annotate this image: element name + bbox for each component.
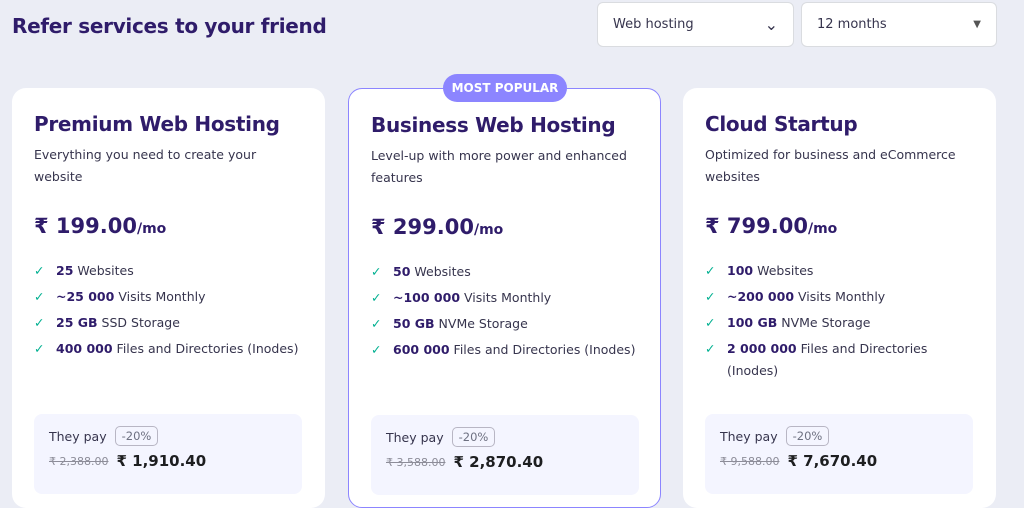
feature-value: 2 000 000 (727, 341, 797, 356)
feature-label: Visits Monthly (118, 289, 206, 304)
feature-value: 50 (393, 264, 411, 279)
feature-item: ✓ 2 000 000 Files and Directories (Inodes) (705, 338, 974, 382)
discount-badge: -20% (451, 427, 496, 447)
feature-item: ✓ 400 000 Files and Directories (Inodes) (34, 338, 303, 360)
feature-label: Visits Monthly (464, 290, 552, 305)
service-select[interactable]: Web hosting ⌄ (597, 2, 794, 47)
new-price: ₹ 2,870.40 (453, 453, 544, 471)
plan-price: ₹ 299.00/mo (371, 215, 638, 239)
page-title: Refer services to your friend (12, 14, 327, 38)
feature-item: ✓ 50 Websites (371, 261, 638, 283)
feature-list: ✓ 25 Websites ✓ ~25 000 Visits Monthly ✓ 25 GB S… (34, 260, 303, 360)
service-select-value: Web hosting (613, 17, 694, 32)
they-pay-box: They pay -20% ₹ 3,588.00 ₹ 2,870.40 (371, 415, 639, 495)
old-price: ₹ 3,588.00 (386, 455, 446, 469)
price-value: ₹ 199.00 (34, 214, 137, 238)
plan-name: Business Web Hosting (371, 113, 616, 137)
check-icon: ✓ (371, 342, 382, 357)
feature-item: ✓ 50 GB NVMe Storage (371, 313, 638, 335)
feature-label: Files and Directories (Inodes) (727, 341, 928, 378)
feature-label: Websites (757, 263, 814, 278)
feature-list: ✓ 50 Websites ✓ ~100 000 Visits Monthly ✓ 50 GB… (371, 261, 638, 361)
check-icon: ✓ (705, 289, 716, 304)
discount-badge: -20% (785, 426, 830, 446)
feature-label: Websites (77, 263, 134, 278)
plan-card[interactable]: Business Web Hosting Level-up with more … (348, 88, 661, 508)
feature-value: 50 GB (393, 316, 435, 331)
feature-item: ✓ 25 Websites (34, 260, 303, 282)
they-pay-label: They pay (720, 428, 778, 444)
feature-value: ~200 000 (727, 289, 795, 304)
new-price: ₹ 1,910.40 (116, 452, 207, 470)
feature-item: ✓ 600 000 Files and Directories (Inodes) (371, 339, 638, 361)
price-unit: /mo (807, 221, 838, 237)
feature-list: ✓ 100 Websites ✓ ~200 000 Visits Monthly ✓ 100 … (705, 260, 974, 382)
feature-item: ✓ ~25 000 Visits Monthly (34, 286, 303, 308)
feature-value: 25 GB (56, 315, 98, 330)
feature-value: ~100 000 (393, 290, 461, 305)
chevron-down-icon: ⌄ (764, 15, 778, 34)
feature-label: NVMe Storage (781, 315, 871, 330)
feature-label: SSD Storage (101, 315, 180, 330)
check-icon: ✓ (705, 315, 716, 330)
check-icon: ✓ (34, 341, 45, 356)
plan-price: ₹ 799.00/mo (705, 214, 974, 238)
feature-value: 25 (56, 263, 74, 278)
period-select-value: 12 months (817, 17, 887, 32)
plan-description: Everything you need to create your websi… (34, 147, 257, 184)
plan-price: ₹ 199.00/mo (34, 214, 303, 238)
feature-value: 400 000 (56, 341, 113, 356)
check-icon: ✓ (371, 290, 382, 305)
caret-down-icon: ▼ (973, 19, 981, 30)
check-icon: ✓ (34, 289, 45, 304)
plan-description: Optimized for business and eCommerce web… (705, 147, 956, 184)
price-unit: /mo (473, 222, 504, 238)
they-pay-box: They pay -20% ₹ 9,588.00 ₹ 7,670.40 (705, 414, 973, 494)
feature-item: ✓ 100 GB NVMe Storage (705, 312, 974, 334)
check-icon: ✓ (371, 316, 382, 331)
they-pay-label: They pay (386, 429, 444, 445)
feature-value: 100 GB (727, 315, 778, 330)
new-price: ₹ 7,670.40 (787, 452, 878, 470)
plan-card[interactable]: Premium Web Hosting Everything you need … (12, 88, 325, 508)
old-price: ₹ 2,388.00 (49, 454, 109, 468)
price-unit: /mo (136, 221, 167, 237)
discount-badge: -20% (114, 426, 159, 446)
check-icon: ✓ (34, 315, 45, 330)
feature-item: ✓ ~200 000 Visits Monthly (705, 286, 974, 308)
check-icon: ✓ (34, 263, 45, 278)
period-select[interactable]: 12 months ▼ (801, 2, 997, 47)
they-pay-box: They pay -20% ₹ 2,388.00 ₹ 1,910.40 (34, 414, 302, 494)
old-price: ₹ 9,588.00 (720, 454, 780, 468)
price-value: ₹ 299.00 (371, 215, 474, 239)
feature-value: ~25 000 (56, 289, 115, 304)
feature-value: 100 (727, 263, 754, 278)
feature-label: Files and Directories (Inodes) (453, 342, 636, 357)
feature-label: Files and Directories (Inodes) (116, 341, 299, 356)
feature-item: ✓ 25 GB SSD Storage (34, 312, 303, 334)
plan-name: Cloud Startup (705, 112, 858, 136)
feature-item: ✓ ~100 000 Visits Monthly (371, 287, 638, 309)
feature-value: 600 000 (393, 342, 450, 357)
check-icon: ✓ (371, 264, 382, 279)
they-pay-label: They pay (49, 428, 107, 444)
feature-label: Visits Monthly (798, 289, 886, 304)
plan-card[interactable]: Cloud Startup Optimized for business and… (683, 88, 996, 508)
plan-name: Premium Web Hosting (34, 112, 280, 136)
feature-label: Websites (414, 264, 471, 279)
most-popular-badge: MOST POPULAR (443, 74, 567, 102)
price-value: ₹ 799.00 (705, 214, 808, 238)
plan-description: Level-up with more power and enhanced fe… (371, 148, 627, 185)
feature-label: NVMe Storage (438, 316, 528, 331)
check-icon: ✓ (705, 341, 716, 356)
check-icon: ✓ (705, 263, 716, 278)
feature-item: ✓ 100 Websites (705, 260, 974, 282)
